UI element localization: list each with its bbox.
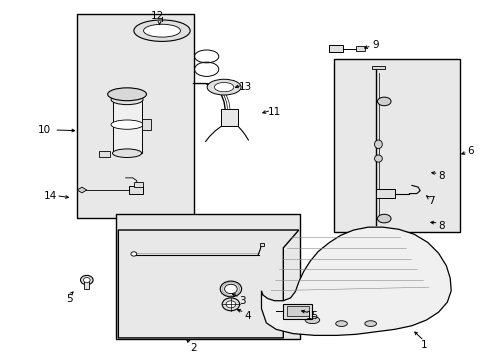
Ellipse shape bbox=[111, 95, 143, 105]
Ellipse shape bbox=[107, 88, 146, 101]
Bar bbox=[286, 306, 308, 316]
Ellipse shape bbox=[112, 149, 142, 157]
Bar bbox=[221, 109, 238, 126]
Bar bbox=[329, 45, 342, 52]
Ellipse shape bbox=[224, 284, 237, 294]
Text: 9: 9 bbox=[371, 40, 378, 50]
Polygon shape bbox=[261, 227, 450, 336]
Polygon shape bbox=[118, 230, 298, 338]
Bar bbox=[375, 189, 394, 198]
Bar bbox=[99, 152, 109, 157]
Text: 13: 13 bbox=[238, 82, 252, 92]
Ellipse shape bbox=[374, 140, 382, 149]
Text: 12: 12 bbox=[150, 12, 163, 21]
Bar bbox=[283, 304, 312, 319]
Text: 8: 8 bbox=[437, 171, 444, 181]
Ellipse shape bbox=[83, 278, 90, 283]
Ellipse shape bbox=[374, 155, 382, 162]
Ellipse shape bbox=[222, 298, 239, 311]
Ellipse shape bbox=[335, 321, 346, 327]
Ellipse shape bbox=[207, 79, 241, 95]
Text: 14: 14 bbox=[44, 191, 57, 201]
Ellipse shape bbox=[225, 301, 235, 308]
Bar bbox=[77, 14, 193, 217]
Bar bbox=[355, 46, 364, 51]
Bar bbox=[116, 214, 300, 339]
Text: 4: 4 bbox=[244, 311, 250, 321]
Text: 10: 10 bbox=[38, 125, 51, 135]
Text: 6: 6 bbox=[467, 147, 473, 157]
Text: 15: 15 bbox=[305, 311, 318, 321]
Bar bbox=[112, 100, 142, 153]
Ellipse shape bbox=[364, 321, 376, 327]
Bar bbox=[259, 243, 264, 246]
Ellipse shape bbox=[143, 24, 180, 37]
Polygon shape bbox=[371, 66, 385, 69]
Text: 5: 5 bbox=[66, 294, 73, 303]
Ellipse shape bbox=[81, 275, 93, 285]
Text: 11: 11 bbox=[267, 107, 281, 117]
Bar bbox=[334, 59, 460, 232]
Ellipse shape bbox=[377, 214, 390, 223]
Ellipse shape bbox=[377, 97, 390, 106]
Polygon shape bbox=[77, 187, 87, 193]
Text: 3: 3 bbox=[238, 296, 245, 306]
Ellipse shape bbox=[134, 20, 190, 41]
Text: 2: 2 bbox=[190, 343, 197, 353]
Bar bbox=[134, 182, 142, 187]
Text: 7: 7 bbox=[427, 197, 434, 206]
Ellipse shape bbox=[214, 82, 233, 92]
Text: 1: 1 bbox=[420, 340, 427, 350]
Text: 8: 8 bbox=[437, 221, 444, 231]
Ellipse shape bbox=[220, 281, 241, 297]
Ellipse shape bbox=[305, 316, 319, 324]
Bar bbox=[84, 281, 89, 289]
Ellipse shape bbox=[131, 252, 137, 256]
Ellipse shape bbox=[111, 120, 143, 129]
Bar bbox=[142, 119, 150, 130]
Bar bbox=[129, 186, 142, 194]
